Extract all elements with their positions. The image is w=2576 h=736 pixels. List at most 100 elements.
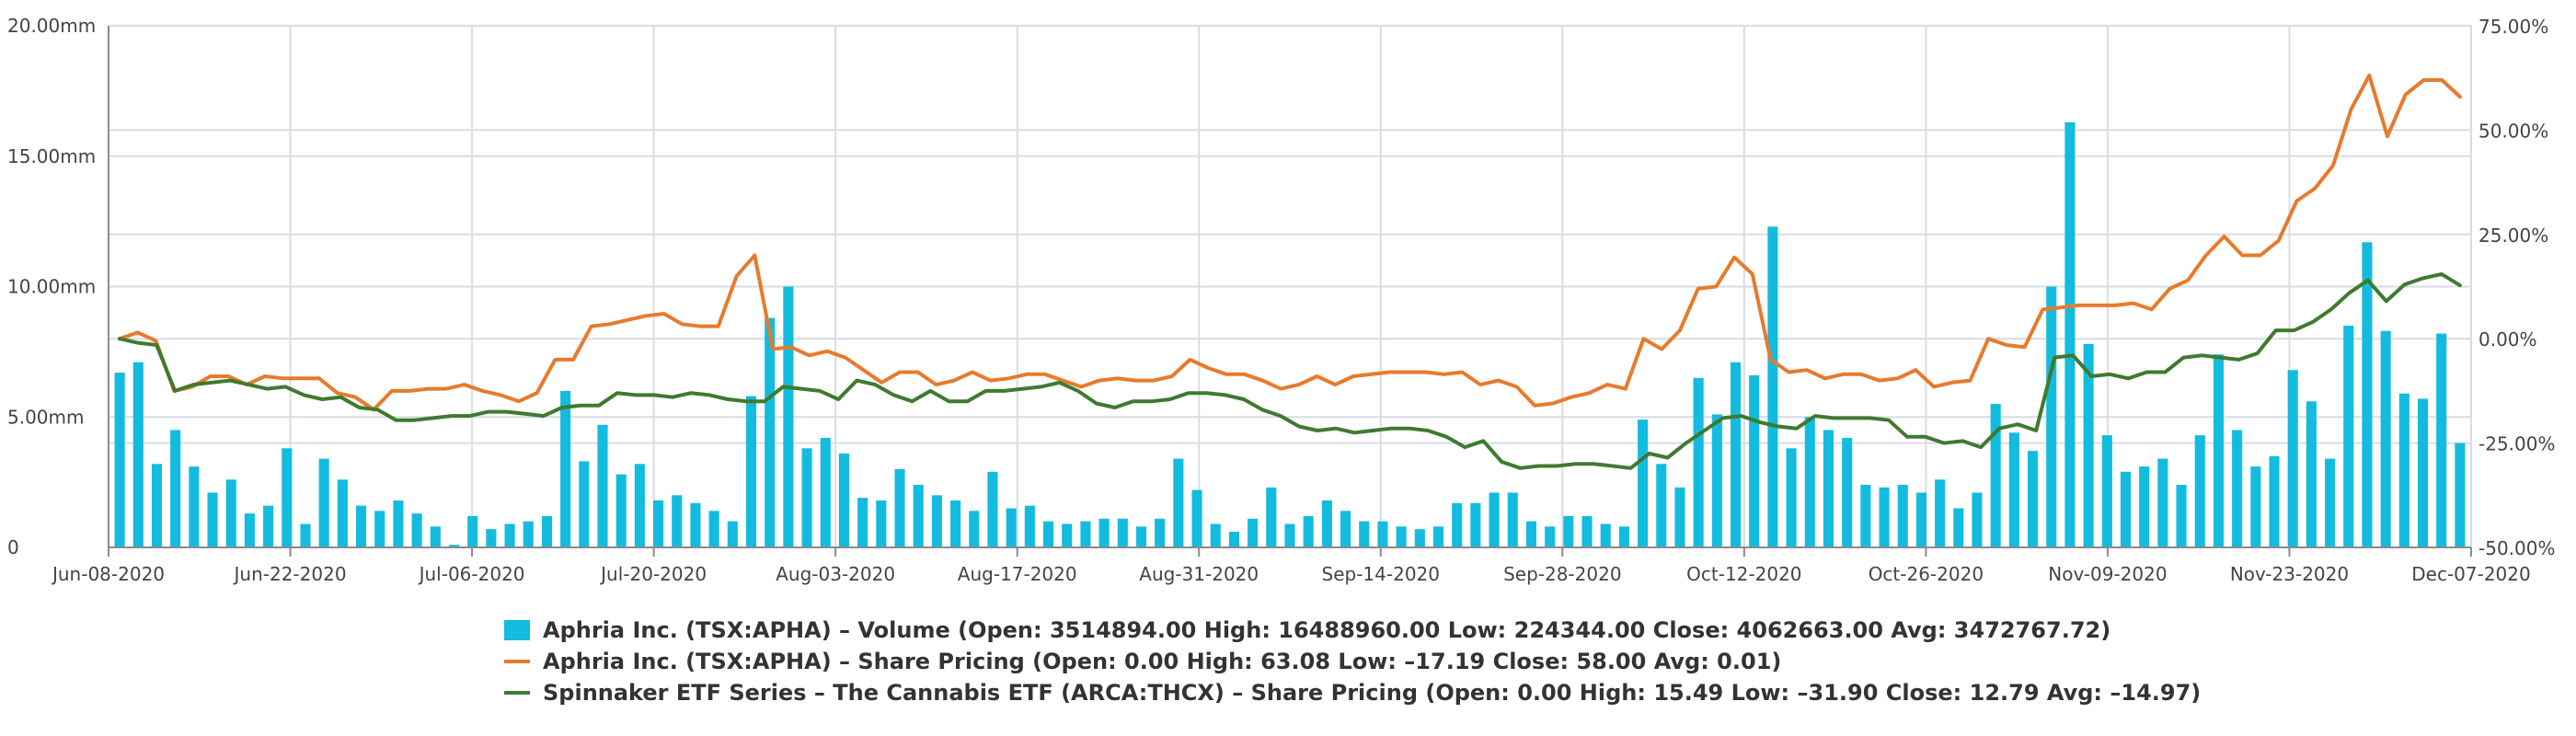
volume-bar — [374, 511, 385, 547]
legend-item-aphria[interactable]: Aphria Inc. (TSX:APHA) – Share Pricing (… — [504, 646, 2201, 677]
legend-item-thcx[interactable]: Spinnaker ETF Series – The Cannabis ETF … — [504, 677, 2201, 708]
thcx-price-line — [118, 271, 2462, 470]
volume-bar — [355, 505, 367, 547]
aphria-swatch — [504, 660, 530, 663]
volume-bar — [263, 505, 274, 547]
grid-lines — [108, 25, 2472, 548]
volume-bar — [2194, 435, 2205, 547]
legend: Aphria Inc. (TSX:APHA) – Volume (Open: 3… — [504, 615, 2201, 708]
x-tick-label: Jul-20-2020 — [599, 563, 707, 585]
price-lines — [118, 74, 2462, 470]
legend-label-thcx: Spinnaker ETF Series – The Cannabis ETF … — [543, 680, 2202, 706]
volume-bar — [1935, 479, 1946, 547]
volume-bar — [1321, 500, 1332, 547]
volume-bar — [950, 500, 961, 547]
volume-bar — [727, 521, 738, 547]
volume-bar — [1730, 362, 1742, 547]
x-tick-label: Aug-03-2020 — [776, 563, 895, 585]
volume-bar — [913, 484, 924, 547]
x-tick-label: Oct-26-2020 — [1869, 563, 1984, 585]
volume-bar — [300, 523, 311, 547]
volume-bar — [1359, 521, 1370, 547]
right-tick-label: 25.00% — [2478, 224, 2548, 247]
volume-bar — [1525, 521, 1537, 547]
volume-bar — [318, 458, 329, 547]
right-tick-label: -25.00% — [2478, 433, 2555, 455]
volume-bar — [2325, 458, 2336, 547]
volume-bars — [114, 121, 2466, 548]
left-tick-label: 5.00mm — [7, 406, 85, 428]
volume-bar — [690, 502, 701, 547]
volume-bar — [1191, 489, 1202, 547]
volume-bar — [1452, 502, 1463, 547]
volume-bar — [1210, 523, 1221, 547]
volume-bar — [1396, 526, 1407, 547]
volume-bar — [838, 453, 850, 547]
x-tick-label: Nov-23-2020 — [2230, 563, 2349, 585]
left-tick-label: 0 — [7, 536, 19, 558]
volume-bar — [1228, 531, 1239, 547]
volume-bar — [1248, 518, 1259, 547]
volume-bar — [1303, 515, 1314, 547]
x-tick-label: Jul-06-2020 — [418, 563, 525, 585]
volume-bar — [783, 286, 794, 547]
volume-bar — [448, 545, 460, 547]
volume-bar — [2120, 471, 2132, 547]
volume-bar — [2306, 401, 2317, 547]
volume-bar — [1563, 515, 1574, 547]
volume-bar — [765, 317, 776, 547]
volume-bar — [1266, 487, 1277, 547]
left-tick-label: 10.00mm — [7, 276, 96, 298]
volume-bar — [1674, 487, 1685, 547]
volume-bar — [1693, 377, 1704, 547]
volume-bar — [1098, 518, 1110, 547]
volume-bar — [504, 523, 515, 547]
volume-bar — [151, 464, 163, 547]
volume-bar — [1062, 523, 1073, 547]
volume-bar — [1340, 511, 1351, 547]
legend-item-volume[interactable]: Aphria Inc. (TSX:APHA) – Volume (Open: 3… — [504, 615, 2201, 646]
volume-bar — [393, 500, 404, 547]
volume-bar — [820, 437, 831, 547]
volume-bar — [1879, 487, 1890, 547]
volume-bar — [2139, 466, 2150, 547]
volume-bar — [1581, 515, 1593, 547]
volume-bar — [1767, 226, 1778, 548]
volume-bar — [2232, 430, 2243, 547]
volume-bar — [876, 500, 887, 547]
volume-bar — [244, 513, 255, 547]
aphria-price-line — [118, 74, 2462, 412]
volume-bar — [1600, 523, 1611, 547]
volume-bar — [1155, 518, 1166, 547]
volume-bar — [801, 448, 812, 547]
volume-bar — [1489, 492, 1500, 547]
x-tick-label: Nov-09-2020 — [2048, 563, 2167, 585]
volume-bar — [745, 396, 757, 547]
volume-bar — [969, 511, 980, 547]
volume-bar — [2101, 435, 2112, 547]
x-tick-label: Dec-07-2020 — [2411, 563, 2530, 585]
volume-bar — [987, 471, 998, 547]
volume-bar — [1915, 492, 1926, 547]
volume-bar — [1749, 374, 1760, 547]
volume-bar — [2083, 343, 2094, 547]
volume-bar — [1080, 521, 1091, 547]
volume-bar — [1173, 458, 1184, 547]
volume-bar — [132, 362, 144, 547]
volume-bar — [2008, 432, 2019, 547]
volume-bar — [2380, 330, 2391, 547]
volume-bar — [1990, 404, 2001, 547]
volume-bar — [114, 373, 125, 547]
volume-bar — [1823, 430, 1834, 547]
volume-bar — [2398, 393, 2409, 547]
volume-bar — [1470, 502, 1481, 547]
axes — [108, 26, 2472, 557]
volume-bar — [708, 511, 719, 547]
volume-bar — [931, 495, 942, 547]
right-tick-label: 0.00% — [2478, 328, 2537, 351]
volume-bar — [672, 495, 683, 547]
volume-bar — [597, 424, 608, 547]
volume-bar — [467, 515, 478, 547]
volume-bar — [1842, 437, 1853, 547]
